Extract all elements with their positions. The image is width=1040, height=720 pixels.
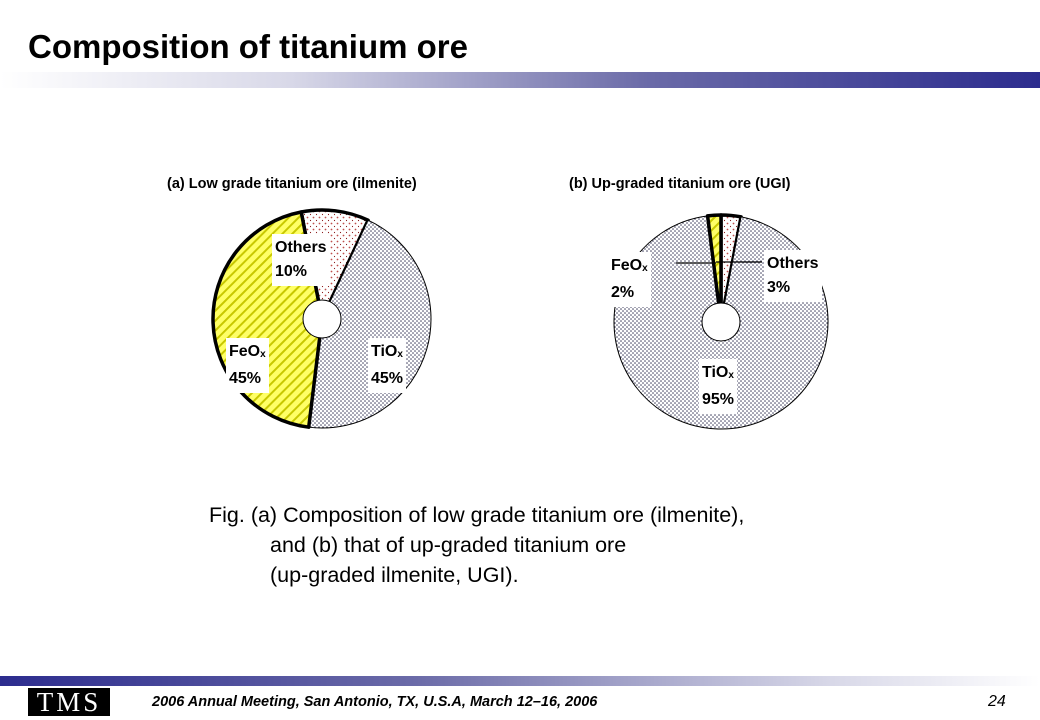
title-gradient-bar <box>0 72 1040 88</box>
tms-logo: TMS <box>28 688 110 716</box>
chart-title-a: (a) Low grade titanium ore (ilmenite) <box>167 176 417 192</box>
footer-text: 2006 Annual Meeting, San Antonio, TX, U.… <box>152 694 598 710</box>
caption-line: and (b) that of up-graded titanium ore <box>270 533 627 557</box>
data-label-feox-b: FeOx 2% <box>608 252 651 307</box>
page-number: 24 <box>988 693 1006 710</box>
chart-title-b: (b) Up-graded titanium ore (UGI) <box>569 176 791 192</box>
data-label-feox-a: FeOx 45% <box>226 338 269 393</box>
data-label-tiox-b: TiOx 95% <box>699 359 738 414</box>
pie-slice-feox <box>705 213 723 324</box>
caption-line: (up-graded ilmenite, UGI). <box>270 563 519 587</box>
slide-title: Composition of titanium ore <box>28 28 468 65</box>
donut-hole <box>701 302 741 342</box>
donut-hole <box>302 299 342 339</box>
data-label-tiox-a: TiOx 45% <box>368 338 407 393</box>
caption-line: Fig. (a) Composition of low grade titani… <box>209 503 745 527</box>
data-label-others-b: Others 3% <box>764 250 822 302</box>
footer-gradient-bar <box>0 676 1040 686</box>
figure-caption: Fig. (a) Composition of low grade titani… <box>209 500 744 590</box>
data-label-others-a: Others 10% <box>272 234 330 286</box>
